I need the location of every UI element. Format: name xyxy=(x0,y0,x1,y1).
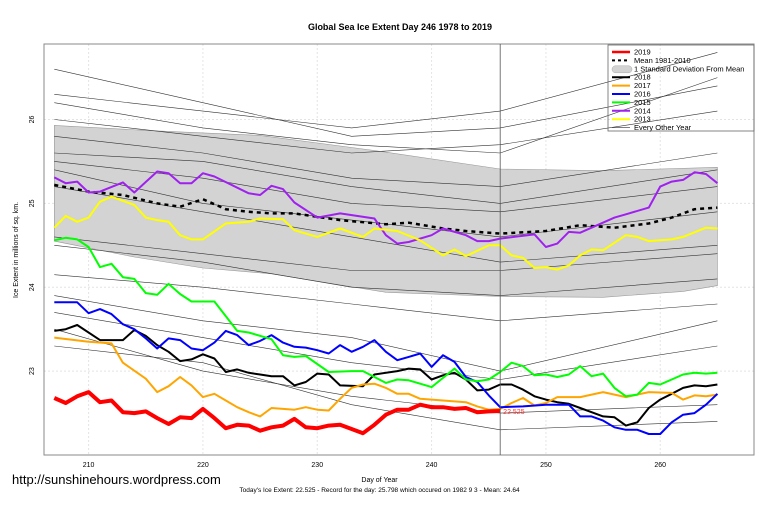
sd-band-area xyxy=(53,125,718,298)
legend-2017-label: 2017 xyxy=(634,81,651,90)
other-year-line xyxy=(54,110,718,154)
y-axis-label: Ice Extent in millions of sq. km. xyxy=(13,202,20,298)
legend-1-standard-deviation-from-mean-label: 1 Standard Deviation From Mean xyxy=(634,64,744,73)
other-year-line xyxy=(54,186,718,263)
series-line-2019 xyxy=(53,390,501,436)
series-line-2013 xyxy=(53,195,718,271)
x-axis-label: Day of Year xyxy=(361,477,398,484)
other-year-line xyxy=(54,68,718,137)
y-tick-label: 26 xyxy=(29,115,36,123)
x-tick-label: 240 xyxy=(426,462,438,469)
other-year-line xyxy=(54,245,718,296)
site-url[interactable]: http://sunshinehours.wordpress.com xyxy=(12,472,221,487)
other-year-line xyxy=(54,345,718,431)
chart-title: Global Sea Ice Extent Day 246 1978 to 20… xyxy=(308,22,492,32)
y-tick-label: 23 xyxy=(29,367,36,375)
x-tick-label: 230 xyxy=(311,462,323,469)
other-year-line xyxy=(54,169,718,238)
legend-mean-1981-2010-label: Mean 1981-2010 xyxy=(634,56,691,65)
other-year-line xyxy=(54,312,718,380)
other-year-line xyxy=(54,152,718,204)
legend-2018-label: 2018 xyxy=(634,73,651,82)
y-tick-label: 25 xyxy=(29,199,36,207)
legend-box xyxy=(607,44,755,132)
other-year-line xyxy=(54,52,718,129)
other-year-line xyxy=(54,274,718,322)
other-year-line xyxy=(54,236,718,271)
other-year-line xyxy=(54,161,718,213)
other-year-line xyxy=(54,77,718,154)
other-year-line xyxy=(54,136,718,187)
series-line-2015 xyxy=(54,236,718,398)
other-years-lines xyxy=(54,52,718,431)
legend-every-other-year-label: Every Other Year xyxy=(634,123,692,132)
series-lines xyxy=(53,170,719,436)
legend-2013-label: 2013 xyxy=(634,115,651,124)
x-tick-label: 260 xyxy=(654,462,666,469)
series-line-2018 xyxy=(54,324,718,427)
legend-2014-label: 2014 xyxy=(634,106,651,115)
footer-stats: Today's Ice Extent: 22.525 - Record for … xyxy=(239,487,520,494)
plot-frame xyxy=(43,43,755,456)
other-year-line xyxy=(54,295,718,372)
axes: 22.525 210 220 230 240 250 260 23 24 25 26 xyxy=(29,43,755,469)
x-tick-label: 220 xyxy=(197,462,209,469)
series-line-2017 xyxy=(54,336,718,418)
legend-2019-label: 2019 xyxy=(634,48,651,57)
legend-2016-label: 2016 xyxy=(634,90,651,99)
legend-2015-label: 2015 xyxy=(634,98,651,107)
y-tick-label: 24 xyxy=(29,283,36,291)
current-value-label: 22.525 xyxy=(503,409,525,416)
sd-band xyxy=(53,125,718,298)
x-tick-label: 210 xyxy=(83,462,95,469)
legend-1-standard-deviation-from-mean-swatch xyxy=(611,65,633,74)
series-line-2014 xyxy=(53,170,719,248)
x-tick-label: 250 xyxy=(540,462,552,469)
series-line-2016 xyxy=(54,301,719,435)
series-line-mean-1981-2010 xyxy=(54,183,718,235)
